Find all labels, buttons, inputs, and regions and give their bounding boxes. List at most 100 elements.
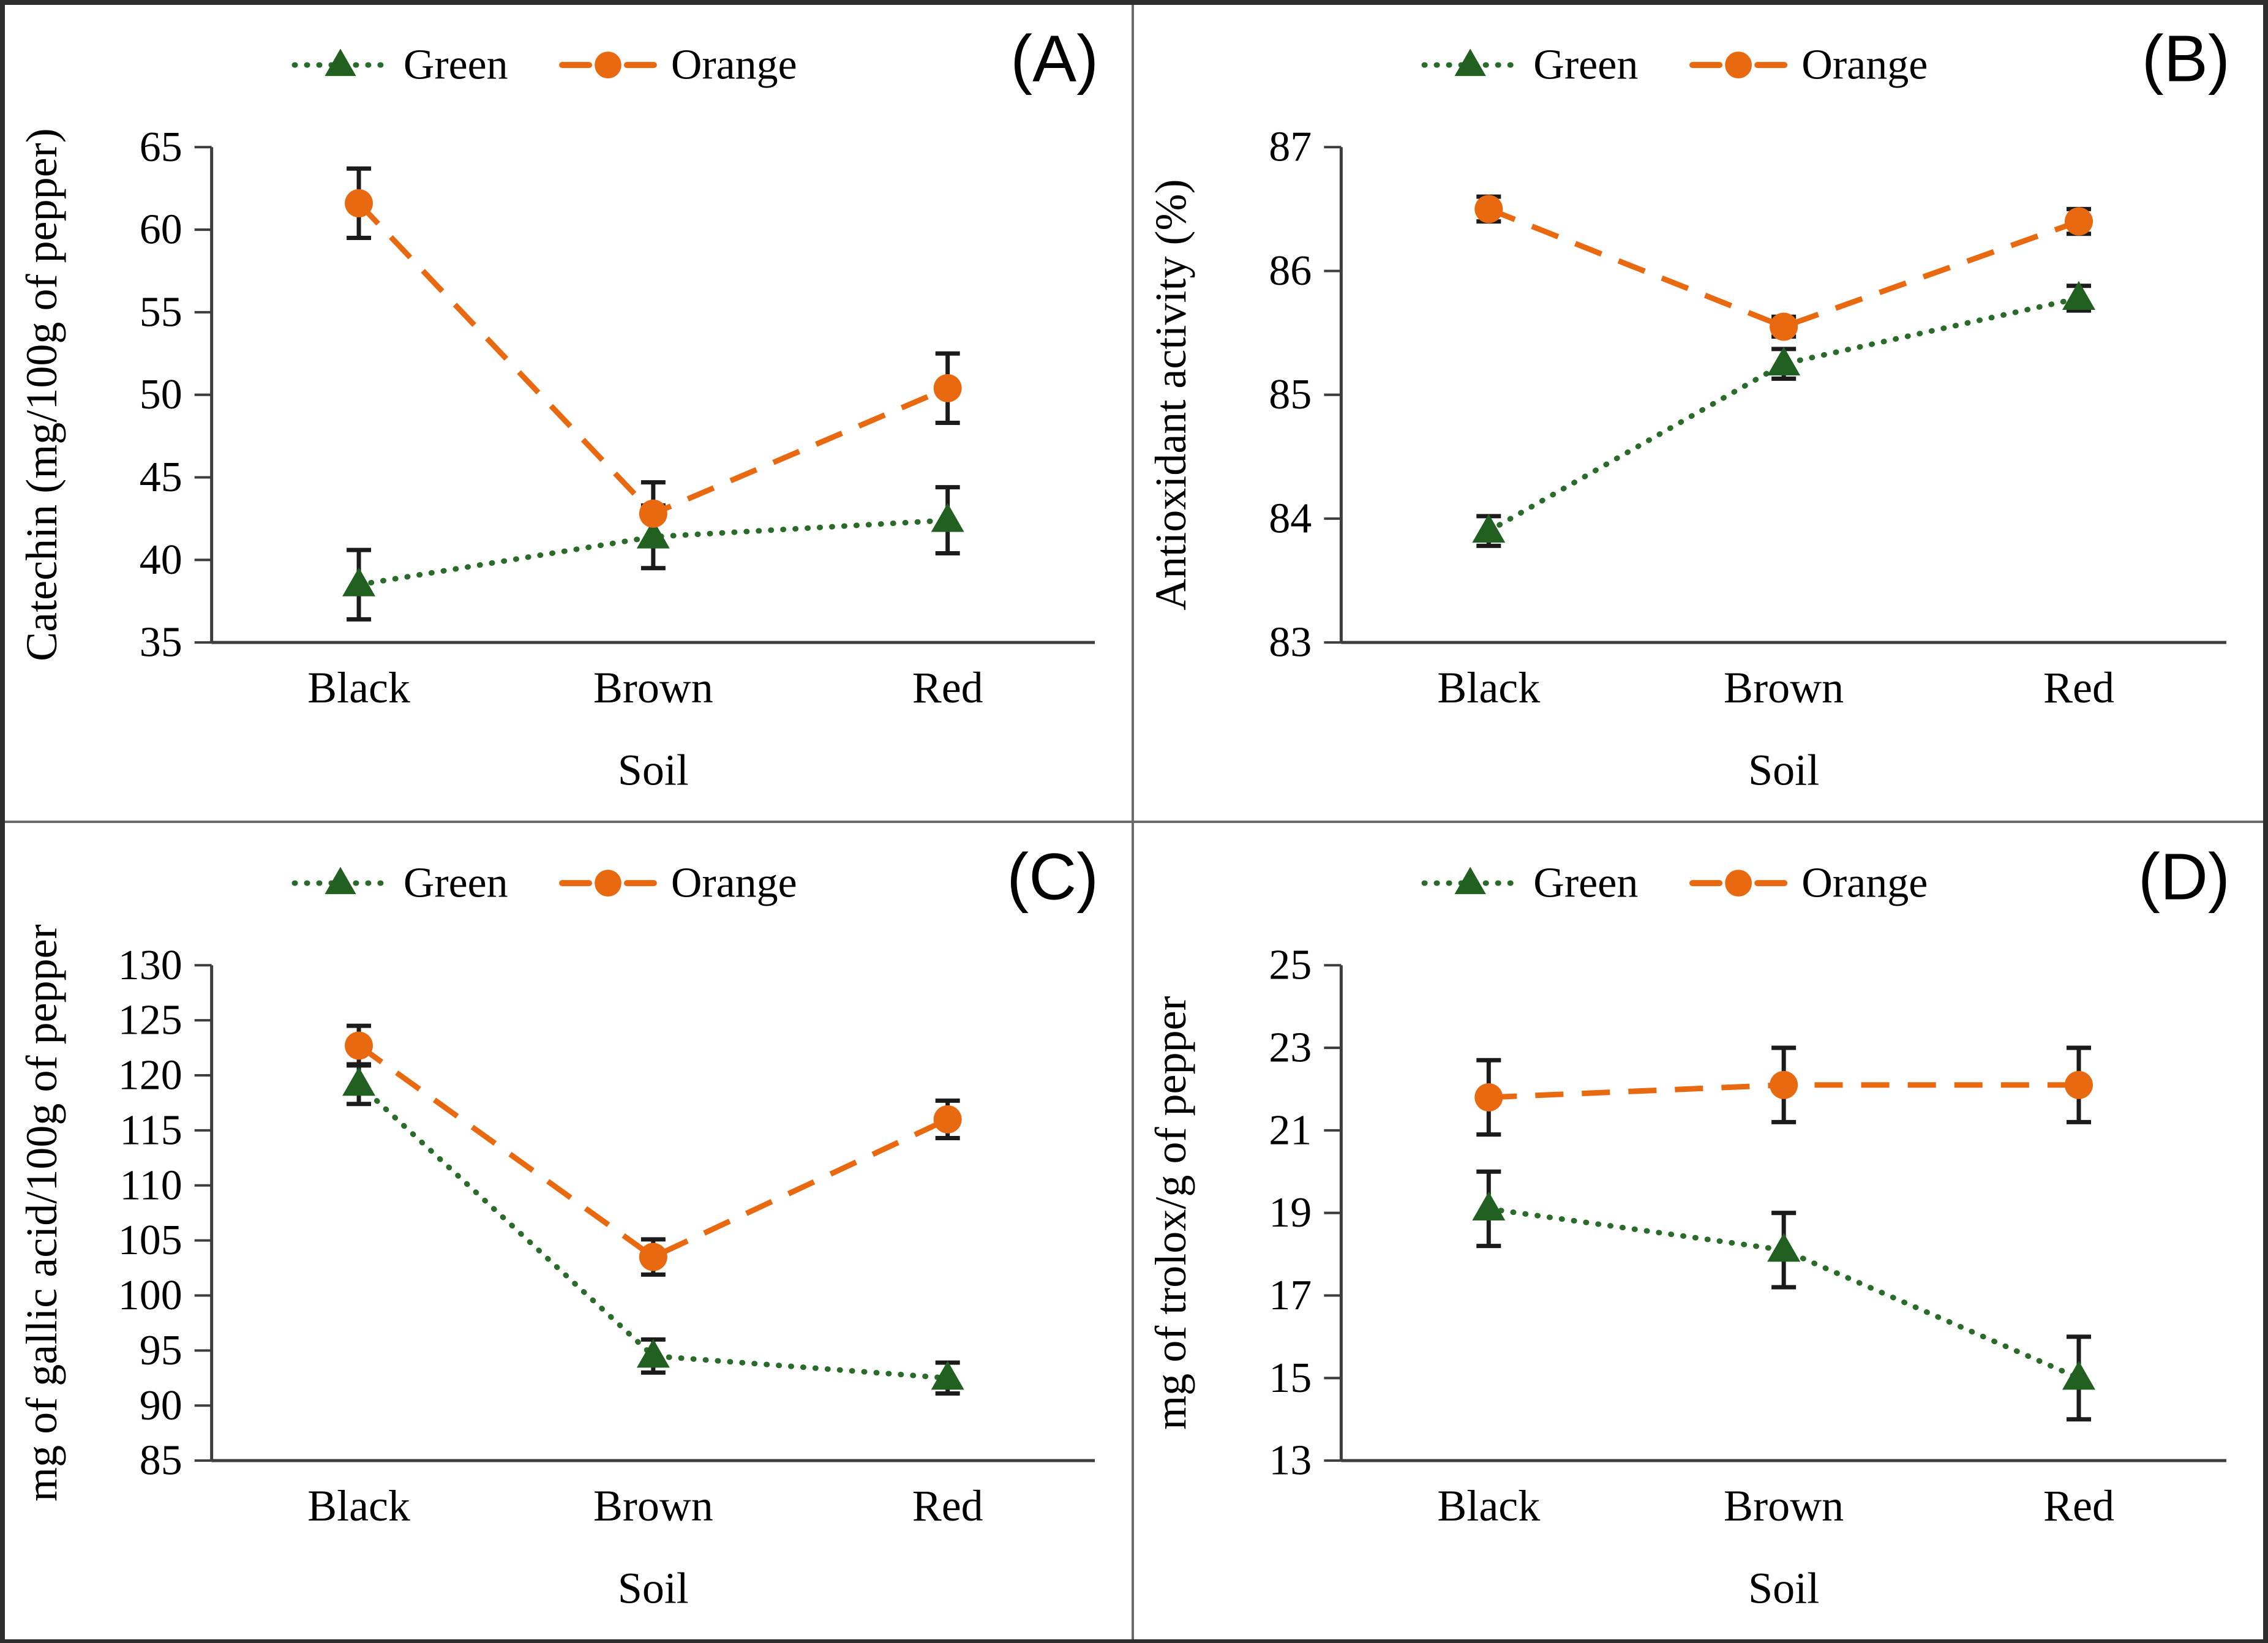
category-label: Red — [912, 1482, 983, 1531]
y-tick-label: 17 — [1269, 1272, 1312, 1319]
series-line-green — [356, 1081, 951, 1382]
series-line-orange — [356, 201, 949, 517]
series-line-orange — [357, 1043, 949, 1261]
legend-item: Orange — [1689, 42, 1928, 89]
y-tick-label: 13 — [1269, 1437, 1312, 1484]
x-axis-title: Soil — [1748, 1564, 1819, 1613]
triangle-marker — [1472, 1192, 1506, 1221]
legend-label: Orange — [671, 42, 797, 89]
y-tick-label: 84 — [1269, 495, 1312, 542]
triangle-marker — [636, 519, 670, 549]
circle-marker — [345, 1031, 374, 1060]
x-axis-title: Soil — [618, 1564, 689, 1613]
triangle-marker — [1454, 48, 1486, 77]
category-label: Brown — [593, 1482, 713, 1531]
y-tick-label: 85 — [140, 1437, 182, 1484]
y-tick-label: 60 — [140, 206, 182, 254]
series-line-green — [1485, 1206, 2082, 1382]
legend-label: Orange — [1801, 860, 1928, 907]
y-tick-label: 50 — [140, 371, 182, 418]
legend-label: Green — [1533, 860, 1638, 907]
triangle-marker — [2062, 280, 2096, 310]
legend-item: Green — [1421, 42, 1638, 89]
y-tick-label: 25 — [1269, 942, 1312, 989]
triangle-marker — [1454, 867, 1486, 895]
legend-label: Green — [1533, 42, 1638, 89]
y-tick-label: 85 — [1269, 371, 1312, 418]
y-tick-label: 115 — [119, 1107, 182, 1154]
triangle-marker — [325, 48, 356, 77]
y-tick-label: 65 — [140, 124, 182, 171]
triangle-marker — [1767, 1233, 1801, 1262]
series-line-green — [356, 517, 951, 588]
circle-marker — [1725, 870, 1752, 897]
legend-label: Green — [404, 860, 508, 907]
legend: Green Orange — [1421, 860, 1928, 907]
triangle-marker — [325, 867, 356, 895]
legend: Green Orange — [291, 42, 797, 89]
circle-marker — [2064, 1071, 2093, 1100]
category-label: Red — [2043, 663, 2114, 712]
legend-item: Orange — [1689, 860, 1928, 907]
circle-marker — [1770, 312, 1798, 341]
triangle-marker — [636, 1339, 670, 1368]
circle-marker — [1770, 1071, 1798, 1100]
circle-marker — [933, 374, 962, 402]
triangle-marker — [342, 1067, 376, 1096]
legend-item: Orange — [559, 860, 797, 907]
y-tick-label: 35 — [140, 619, 182, 666]
panel-c: Green Orange (C) 85 90 95 100 105 110 115 120 125 13… — [5, 823, 1134, 1639]
legend-label: Green — [404, 42, 508, 89]
triangle-marker — [931, 1361, 964, 1390]
circle-marker — [595, 870, 621, 897]
panel-a-chart: Green Orange (A) 35 40 45 50 55 60 65 Black Brown Re… — [17, 21, 1098, 794]
category-label: Brown — [1724, 663, 1844, 712]
y-tick-label: 87 — [1269, 124, 1312, 171]
y-tick-label: 21 — [1269, 1107, 1312, 1154]
y-tick-label: 40 — [140, 536, 182, 584]
y-tick-label: 15 — [1269, 1355, 1312, 1402]
legend-item: Green — [291, 860, 508, 907]
y-tick-label: 105 — [118, 1217, 182, 1265]
legend-item: Orange — [559, 42, 797, 89]
circle-marker — [2064, 207, 2093, 236]
panel-a: Green Orange (A) 35 40 45 50 55 60 65 Black Brown Re… — [5, 5, 1134, 824]
category-label: Black — [307, 663, 410, 712]
panel-c-chart: Green Orange (C) 85 90 95 100 105 110 115 120 125 13… — [17, 840, 1098, 1613]
triangle-marker — [2062, 1361, 2096, 1390]
legend: Green Orange — [1421, 42, 1928, 89]
panel-b-chart: Green Orange (B) 83 84 85 86 87 Black Brown Red Soi… — [1146, 21, 2230, 794]
series-line-orange — [1487, 206, 2080, 330]
panel-d: Green Orange (D) 13 15 17 19 21 23 25 Black Brown Re… — [1134, 823, 2263, 1639]
circle-marker — [595, 51, 621, 78]
y-axis-title: mg of trolox/g of pepper — [1146, 996, 1195, 1430]
legend-label: Orange — [1801, 42, 1928, 89]
circle-marker — [639, 499, 667, 528]
legend-item: Green — [1421, 860, 1638, 907]
y-tick-label: 55 — [140, 288, 182, 336]
panel-label: (C) — [1007, 840, 1098, 914]
series-line-green — [1485, 295, 2082, 534]
circle-marker — [1474, 1083, 1503, 1112]
category-label: Black — [1437, 663, 1541, 712]
category-label: Red — [912, 663, 983, 712]
y-tick-label: 120 — [118, 1052, 182, 1099]
triangle-marker — [342, 567, 376, 596]
y-axis-title: Catechin (mg/100g of pepper) — [17, 128, 66, 661]
legend: Green Orange — [291, 860, 797, 907]
category-label: Black — [1437, 1482, 1541, 1531]
panel-d-chart: Green Orange (D) 13 15 17 19 21 23 25 Black Brown Re… — [1146, 840, 2230, 1613]
category-label: Brown — [593, 663, 713, 712]
triangle-marker — [1472, 514, 1506, 543]
y-tick-label: 19 — [1269, 1190, 1312, 1237]
triangle-marker — [1767, 347, 1801, 376]
category-label: Red — [2043, 1482, 2114, 1531]
y-tick-label: 130 — [118, 942, 182, 989]
y-tick-label: 83 — [1269, 619, 1312, 666]
y-tick-label: 90 — [140, 1382, 182, 1429]
y-tick-label: 23 — [1269, 1025, 1312, 1072]
y-tick-label: 125 — [118, 997, 182, 1044]
y-tick-label: 100 — [118, 1272, 182, 1319]
x-axis-title: Soil — [1748, 745, 1819, 794]
